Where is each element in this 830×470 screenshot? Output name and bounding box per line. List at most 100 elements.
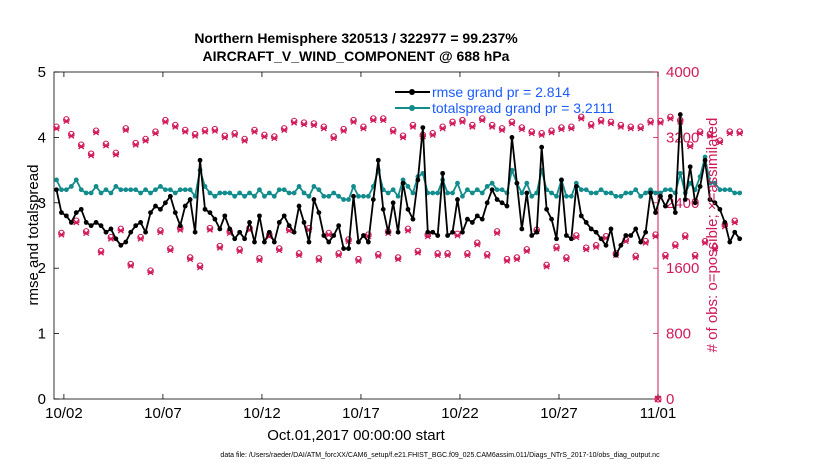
series-point (489, 187, 495, 193)
obs-possible-point (157, 227, 164, 234)
obs-assimilated-point (617, 123, 624, 130)
x-tick-label: 10/27 (540, 405, 578, 422)
series-point (326, 239, 332, 245)
series-point (464, 187, 470, 193)
series-point (93, 184, 99, 189)
series-point (68, 220, 74, 225)
series-point (499, 200, 505, 206)
obs-assimilated-point (647, 119, 654, 126)
series-point (623, 190, 629, 196)
obs-assimilated-point (167, 247, 174, 254)
series-point (435, 190, 441, 196)
series-point (568, 236, 574, 242)
x-tick-label: 11/01 (640, 405, 676, 422)
obs-assimilated-point (102, 142, 110, 149)
obs-assimilated-point (508, 120, 516, 127)
series-point (108, 190, 114, 196)
obs-possible-point (360, 123, 367, 131)
obs-assimilated-point (692, 253, 699, 260)
obs-possible-point (498, 125, 506, 132)
series-point (370, 197, 376, 202)
obs-possible-point (275, 245, 283, 252)
obs-assimilated-point (459, 118, 466, 125)
obs-possible-point (662, 251, 669, 259)
series-point (103, 187, 109, 193)
obs-assimilated-point (117, 227, 124, 234)
obs-possible-point (53, 123, 60, 131)
series-point (237, 190, 243, 196)
obs-assimilated-point (271, 135, 278, 142)
obs-possible-point (469, 121, 476, 129)
series-point (296, 184, 302, 189)
obs-possible-point (300, 119, 308, 126)
obs-assimilated-point (469, 123, 476, 130)
obs-possible-point (221, 132, 229, 140)
series-point (133, 187, 139, 193)
legend-rmse-label: rmse grand pr = 2.814 (432, 84, 570, 100)
obs-assimilated-point (236, 247, 243, 255)
obs-assimilated-point (642, 239, 649, 246)
series-point (336, 193, 342, 199)
obs-assimilated-point (597, 118, 605, 125)
obs-possible-point (627, 123, 635, 131)
obs-assimilated-point (380, 117, 387, 124)
obs-assimilated-point (632, 254, 639, 261)
obs-assimilated-point (221, 134, 228, 141)
obs-assimilated-point (573, 234, 580, 241)
series-point (187, 197, 193, 202)
obs-assimilated-point (295, 252, 303, 259)
series-point (143, 187, 148, 193)
obs-possible-point (632, 252, 640, 260)
series-point (301, 220, 307, 225)
series-point (202, 206, 208, 212)
series-point (252, 239, 257, 245)
series-point (484, 184, 490, 189)
series-point (410, 216, 416, 222)
obs-possible-point (617, 121, 625, 129)
obs-possible-point (142, 135, 149, 143)
obs-assimilated-point (68, 132, 75, 139)
series-point (667, 187, 673, 193)
series-point (148, 210, 153, 216)
obs-assimilated-point (454, 232, 461, 239)
obs-possible-point (548, 127, 555, 135)
obs-possible-point (92, 127, 100, 135)
y-tick-label: 4 (38, 129, 46, 146)
series-point (549, 216, 554, 222)
obs-possible-point (355, 255, 362, 263)
obs-assimilated-point (543, 263, 550, 270)
obs-assimilated-point (88, 152, 95, 159)
obs-possible-point (513, 254, 521, 261)
series-point (177, 223, 183, 229)
series-point (494, 187, 500, 193)
series-point (153, 187, 158, 193)
obs-possible-point (464, 250, 471, 257)
obs-possible-point (523, 246, 531, 253)
series-point (385, 190, 391, 196)
series-point (385, 229, 391, 235)
series-point (633, 187, 639, 193)
series-point (613, 193, 619, 199)
series-point (663, 203, 668, 209)
obs-possible-point (280, 125, 288, 132)
obs-possible-point (271, 133, 278, 140)
series-point (276, 220, 282, 225)
obs-possible-point (147, 267, 154, 274)
obs-assimilated-point (132, 141, 139, 148)
obs-assimilated-point (657, 119, 664, 126)
series-point (321, 233, 327, 238)
series-point (167, 187, 173, 193)
series-point (361, 233, 366, 238)
series-point (460, 229, 465, 235)
obs-possible-point (731, 217, 739, 225)
series-point (732, 190, 738, 196)
obs-possible-point (563, 254, 570, 261)
series-point (603, 242, 609, 248)
series-point (257, 213, 262, 219)
series-point (217, 190, 223, 196)
series-point (128, 229, 134, 235)
rmse-series (54, 112, 743, 258)
obs-assimilated-point (716, 139, 723, 146)
obs-possible-point (325, 229, 333, 237)
series-point (722, 220, 728, 225)
